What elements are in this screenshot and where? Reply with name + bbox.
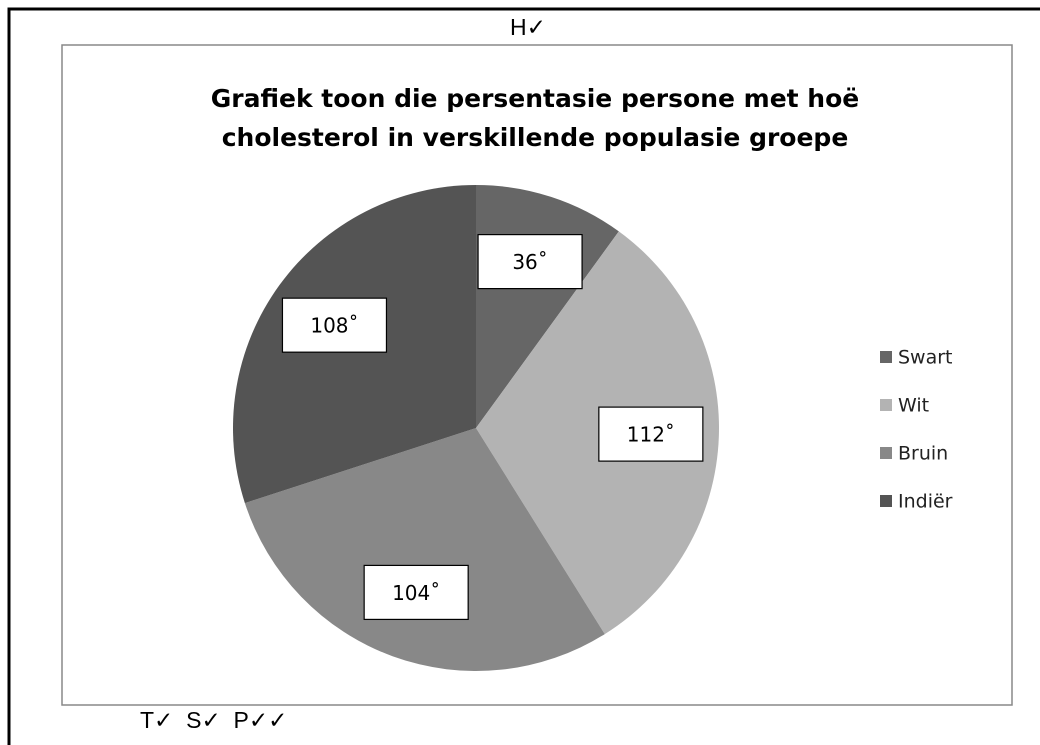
value-label-box [281,297,388,353]
legend-swatch [880,495,892,507]
chart-title: cholesterol in verskillende populasie gr… [222,123,849,152]
legend-swatch [880,351,892,363]
value-label: 112˚ [627,423,675,447]
legend-swatch [880,447,892,459]
legend-label: Bruin [898,443,948,465]
outer-frame [7,7,1040,745]
chart-title: Grafiek toon die persentasie persone met… [211,84,860,113]
value-label-box [363,564,469,621]
legend-swatch [880,399,892,411]
legend-label: Wit [898,395,929,417]
pie-slice [244,428,605,671]
value-label-box [477,234,583,290]
pie-slice [476,231,719,635]
value-label: 36˚ [512,250,547,274]
value-label: 104˚ [392,581,440,605]
value-label-box [598,406,704,462]
legend-label: Indiër [898,491,953,513]
value-label: 108˚ [310,314,358,338]
annotation: T✓ S✓ P✓✓ [140,707,287,733]
legend-label: Swart [898,347,953,369]
annotation: H✓ [510,14,546,40]
